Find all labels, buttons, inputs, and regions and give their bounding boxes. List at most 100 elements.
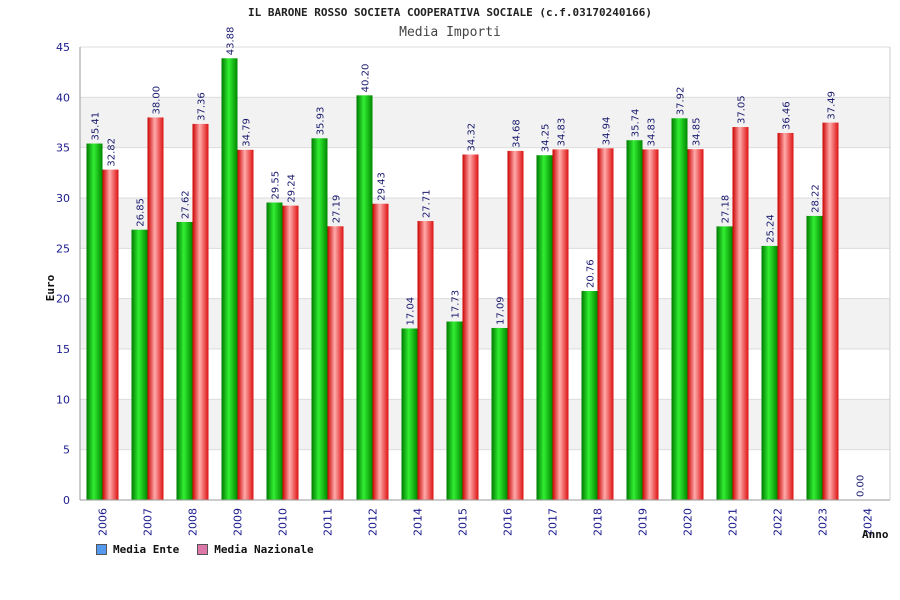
bar-nazionale (822, 122, 839, 500)
bar-nazionale (417, 221, 434, 500)
data-label-nazionale: 29.24 (287, 174, 298, 203)
y-axis-label: Euro (44, 274, 57, 301)
y-tick-label: 15 (56, 343, 70, 356)
data-label-ente: 34.25 (541, 124, 552, 153)
bar-ente (626, 140, 643, 500)
y-tick-label: 30 (56, 192, 70, 205)
grid-band (80, 399, 890, 450)
data-label-nazionale: 37.36 (197, 92, 208, 121)
x-tick-label: 2011 (322, 508, 335, 536)
legend-label-ente: Media Ente (113, 543, 180, 556)
y-tick-label: 35 (56, 142, 70, 155)
data-label-nazionale: 34.85 (692, 118, 703, 147)
x-tick-label: 2020 (682, 508, 695, 536)
data-label-ente: 29.55 (271, 171, 282, 200)
bar-nazionale (687, 149, 704, 500)
data-label-ente: 0.00 (856, 475, 867, 497)
data-label-nazionale: 29.43 (377, 172, 388, 201)
bar-nazionale (192, 123, 209, 500)
bar-nazionale (147, 117, 164, 500)
data-label-ente: 17.73 (451, 290, 462, 319)
data-label-nazionale: 37.49 (827, 91, 838, 120)
data-label-ente: 37.92 (676, 87, 687, 116)
x-tick-label: 2007 (142, 508, 155, 536)
data-label-ente: 27.18 (721, 195, 732, 224)
data-label-ente: 26.85 (136, 198, 147, 227)
x-tick-label: 2014 (412, 508, 425, 536)
data-label-ente: 25.24 (766, 214, 777, 243)
grid-band (80, 298, 890, 349)
bar-nazionale (462, 154, 479, 500)
legend-item-nazionale: Media Nazionale (197, 543, 314, 556)
bar-ente (176, 221, 193, 500)
bar-nazionale (552, 149, 569, 501)
legend-item-ente: Media Ente (96, 543, 179, 556)
legend-swatch-ente (96, 544, 107, 555)
data-label-ente: 17.09 (496, 296, 507, 325)
data-label-nazionale: 34.79 (242, 118, 253, 147)
chart-subtitle: Media Importi (399, 25, 501, 40)
bar-ente (761, 245, 778, 500)
y-tick-label: 0 (63, 494, 70, 507)
bar-ente (311, 138, 328, 500)
y-tick-label: 40 (56, 91, 70, 104)
y-tick-label: 25 (56, 242, 70, 255)
data-label-ente: 40.20 (361, 64, 372, 93)
bar-ente (356, 95, 373, 500)
bar-ente (131, 229, 148, 500)
bar-ente (581, 291, 598, 500)
bar-ente (806, 215, 823, 500)
bar-nazionale (642, 149, 659, 501)
x-tick-label: 2019 (637, 508, 650, 536)
data-label-nazionale: 34.83 (647, 118, 658, 147)
x-tick-label: 2024 (862, 508, 875, 536)
y-tick-label: 20 (56, 293, 70, 306)
x-tick-label: 2023 (817, 508, 830, 536)
bar-nazionale (282, 205, 299, 500)
y-tick-label: 45 (56, 41, 70, 54)
y-tick-label: 10 (56, 393, 70, 406)
data-label-nazionale: 34.68 (512, 119, 523, 148)
grid-band (80, 198, 890, 249)
data-label-ente: 43.88 (226, 27, 237, 56)
data-label-nazionale: 34.83 (557, 118, 568, 147)
legend-label-nazionale: Media Nazionale (214, 543, 314, 556)
x-tick-label: 2022 (772, 508, 785, 536)
data-label-nazionale: 32.82 (107, 138, 118, 167)
bar-ente (536, 155, 553, 500)
x-tick-label: 2010 (277, 508, 290, 536)
data-label-nazionale: 38.00 (152, 86, 163, 115)
x-tick-label: 2012 (367, 508, 380, 536)
x-tick-label: 2008 (187, 508, 200, 536)
bar-ente (401, 328, 418, 500)
y-tick-label: 5 (63, 444, 70, 457)
x-tick-label: 2006 (97, 508, 110, 536)
bar-nazionale (732, 127, 749, 500)
x-tick-label: 2018 (592, 508, 605, 536)
data-label-ente: 20.76 (586, 259, 597, 288)
data-label-ente: 35.93 (316, 107, 327, 136)
bar-ente (86, 143, 103, 500)
data-label-nazionale: 37.05 (737, 95, 748, 124)
bar-nazionale (777, 132, 794, 500)
x-axis-label: Anno (862, 528, 889, 541)
data-label-nazionale: 36.46 (782, 101, 793, 130)
data-label-ente: 27.62 (181, 190, 192, 219)
data-label-nazionale: 34.32 (467, 123, 478, 152)
bar-nazionale (102, 169, 119, 500)
chart-title: IL BARONE ROSSO SOCIETA COOPERATIVA SOCI… (248, 6, 652, 19)
bar-nazionale (372, 203, 389, 500)
bar-ente (671, 118, 688, 500)
data-label-ente: 35.74 (631, 109, 642, 138)
bar-nazionale (327, 226, 344, 500)
bar-nazionale (597, 148, 614, 500)
x-tick-label: 2015 (457, 508, 470, 536)
x-tick-label: 2021 (727, 508, 740, 536)
legend-swatch-nazionale (197, 544, 209, 555)
bar-ente (446, 321, 463, 500)
bar-ente (716, 226, 733, 500)
data-label-ente: 17.04 (406, 297, 417, 326)
data-label-nazionale: 27.71 (422, 189, 433, 218)
data-label-nazionale: 27.19 (332, 195, 343, 224)
